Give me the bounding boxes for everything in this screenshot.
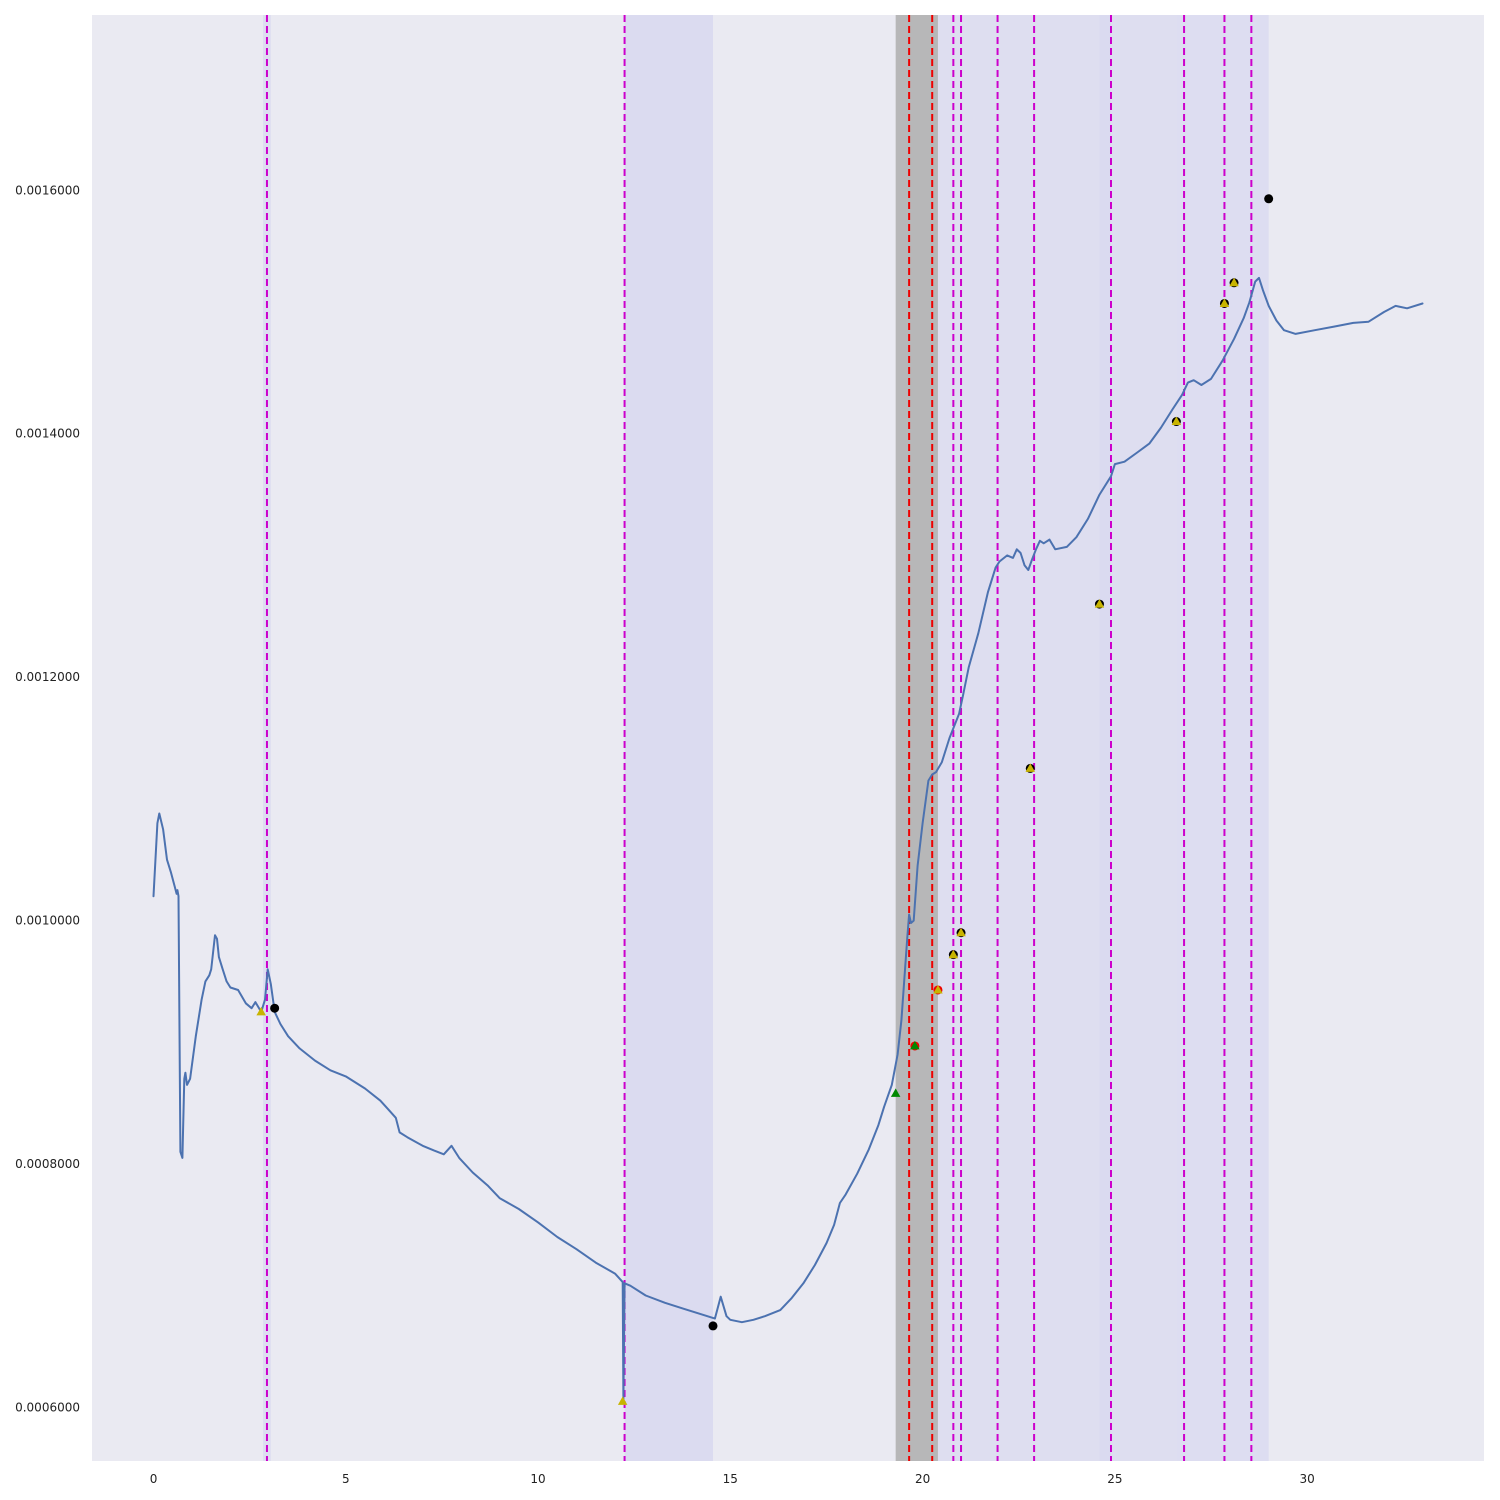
event-markers (256, 194, 1274, 1405)
highlight-spans (263, 15, 1269, 1461)
circle-marker (1264, 194, 1274, 204)
triangle-marker (1219, 298, 1230, 307)
plot-area (92, 15, 1484, 1461)
highlight-span (624, 15, 714, 1461)
x-tick-label: 20 (915, 1472, 930, 1486)
triangle-marker (948, 949, 959, 959)
triangle-marker (256, 1006, 266, 1016)
highlight-span (937, 15, 1112, 1461)
triangle-marker (1171, 416, 1182, 425)
triangle-marker (933, 985, 943, 994)
highlight-span (1099, 15, 1177, 1461)
triangle-marker (1025, 763, 1035, 772)
x-tick-label: 5 (342, 1472, 350, 1486)
x-tick-label: 10 (530, 1472, 545, 1486)
x-tick-label: 30 (1299, 1472, 1314, 1486)
triangle-marker (1229, 277, 1239, 287)
highlight-span (895, 15, 938, 1461)
y-axis-tick-labels: 0.0006000 0.0008000 0.0010000 0.0012000 0.00… (15, 183, 80, 1414)
vertical-lines (265, 15, 1253, 1461)
y-tick-label: 0.0014000 (15, 427, 80, 441)
x-tick-label: 25 (1107, 1472, 1122, 1486)
triangle-marker (1094, 599, 1105, 608)
series-line (152, 276, 1424, 1403)
y-tick-label: 0.0010000 (15, 914, 80, 928)
triangle-marker (890, 1088, 901, 1097)
highlight-span (1176, 15, 1269, 1461)
y-tick-label: 0.0012000 (15, 670, 80, 684)
triangle-marker (910, 1040, 920, 1050)
y-tick-label: 0.0006000 (15, 1400, 80, 1414)
x-tick-label: 15 (723, 1472, 738, 1486)
circle-marker (708, 1321, 718, 1331)
series-lines (152, 276, 1424, 1403)
triangle-marker (617, 1396, 628, 1405)
y-tick-label: 0.0008000 (15, 1157, 80, 1171)
highlight-span (263, 15, 271, 1461)
y-tick-label: 0.0016000 (15, 183, 80, 197)
x-axis-tick-labels: 0 5 10 15 20 25 30 (150, 1472, 1315, 1486)
circle-marker (270, 1003, 280, 1013)
x-tick-label: 0 (150, 1472, 158, 1486)
triangle-marker (956, 927, 966, 937)
